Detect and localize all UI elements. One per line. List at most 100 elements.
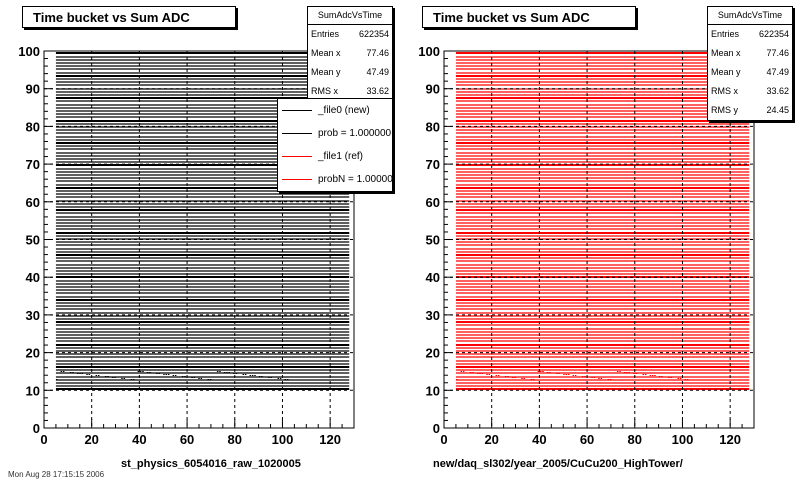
right-stats-row: Entries 622354: [708, 25, 792, 44]
left-fill-point: [163, 373, 165, 375]
left-fill-point: [193, 376, 196, 378]
left-fill-point: [258, 375, 261, 377]
left-fill-point: [156, 372, 158, 374]
right-fill-point: [486, 373, 488, 375]
left-y-tick-label: 50: [26, 233, 40, 248]
left-fill-point: [207, 378, 210, 380]
right-fill-point: [476, 372, 479, 374]
left-fill-point: [114, 376, 116, 378]
left-fill-point: [72, 371, 74, 373]
left-fill-point: [95, 374, 98, 376]
left-fill-point: [81, 372, 84, 374]
right-fill-point: [661, 375, 663, 377]
right-stats-value: 622354: [758, 29, 789, 39]
right-fill-point: [572, 374, 575, 376]
right-fill-point: [549, 371, 551, 373]
left-fill-point: [249, 374, 252, 376]
left-fill-point: [146, 371, 149, 373]
right-fill-point: [460, 370, 463, 372]
right-fill-point: [668, 376, 670, 378]
left-stats-value: 622354: [358, 29, 389, 39]
legend-entry: prob = 1.000000: [278, 122, 392, 145]
right-fill-point: [472, 371, 474, 373]
right-fill-point: [598, 377, 600, 379]
right-fill-point: [684, 378, 687, 380]
right-fill-point: [481, 372, 484, 374]
left-title-box: Time bucket vs Sum ADC: [22, 6, 236, 28]
right-stats-name: SumAdcVsTime: [708, 7, 792, 25]
right-fill-point: [658, 375, 661, 377]
left-fill-point: [149, 371, 151, 373]
left-fill-point: [261, 375, 263, 377]
left-fill-point: [228, 371, 231, 373]
right-stats-label: Mean x: [711, 48, 741, 58]
left-fill-point: [251, 374, 254, 376]
left-fill-point: [223, 371, 226, 373]
right-fill-point: [609, 378, 612, 380]
right-fill-point: [542, 370, 544, 372]
right-y-tick-label: 50: [426, 233, 440, 248]
right-stats-value: 77.46: [766, 48, 789, 58]
left-fill-point: [137, 370, 140, 372]
legend-entry: _file1 (ref): [278, 145, 392, 168]
left-fill-point: [55, 378, 58, 380]
right-fill-point: [558, 372, 561, 374]
left-fill-point: [142, 370, 144, 372]
right-y-tick-label: 40: [426, 270, 440, 285]
right-y-tick-label: 60: [426, 195, 440, 210]
right-fill-point: [523, 377, 526, 379]
right-y-tick-label: 10: [426, 383, 440, 398]
left-stats-box: SumAdcVsTime Entries 622354 Mean x 77.46…: [307, 6, 393, 102]
left-fill-point: [242, 373, 245, 375]
left-fill-point: [268, 376, 270, 378]
right-fill-point: [563, 373, 565, 375]
left-fill-point: [226, 371, 228, 373]
right-fill-point: [686, 378, 689, 380]
right-fill-point: [584, 375, 586, 377]
right-fill-point: [670, 376, 673, 378]
left-y-tick-label: 60: [26, 195, 40, 210]
left-y-tick-label: 90: [26, 82, 40, 97]
right-fill-point: [530, 378, 533, 380]
left-fill-point: [286, 378, 289, 380]
right-title-box: Time bucket vs Sum ADC: [422, 6, 636, 28]
left-stats-value: 33.62: [366, 86, 389, 96]
left-fill-point: [107, 375, 109, 377]
right-stats-label: Mean y: [711, 67, 741, 77]
right-y-tick-label: 100: [418, 44, 440, 59]
left-fill-point: [139, 370, 142, 372]
left-fill-point: [244, 373, 247, 375]
right-fill-point: [616, 370, 619, 372]
right-y-tick-label: 90: [426, 82, 440, 97]
left-stats-value: 77.46: [366, 48, 389, 58]
right-fill-point: [469, 371, 472, 373]
right-fill-point: [511, 376, 514, 378]
right-fill-point: [539, 370, 542, 372]
left-fill-point: [270, 376, 273, 378]
left-stats-row: RMS x 33.62: [308, 82, 392, 101]
timestamp-footer: Mon Aug 28 17:15:15 2006: [8, 470, 105, 479]
right-x-tick-label: 40: [532, 432, 546, 447]
left-y-tick-label: 40: [26, 270, 40, 285]
left-fill-point: [198, 377, 200, 379]
legend-entry: probN = 1.000000: [278, 168, 392, 191]
left-fill-point: [76, 372, 79, 374]
left-title: Time bucket vs Sum ADC: [33, 10, 190, 25]
left-x-tick-label: 80: [228, 432, 242, 447]
left-fill-point: [167, 373, 170, 375]
right-title: Time bucket vs Sum ADC: [433, 10, 590, 25]
right-x-tick-label: 100: [672, 432, 694, 447]
right-x-tick-label: 120: [719, 432, 741, 447]
right-fill-point: [619, 370, 621, 372]
right-x-tick-label: 80: [628, 432, 642, 447]
left-fill-point: [121, 377, 123, 379]
left-fill-point: [111, 376, 114, 378]
left-stats-label: RMS x: [311, 86, 338, 96]
left-fill-point: [104, 375, 107, 377]
left-fill-point: [284, 378, 287, 380]
right-fill-point: [581, 375, 584, 377]
left-fill-point: [60, 370, 63, 372]
legend-line-swatch: [282, 156, 312, 157]
left-stats-label: Mean y: [311, 67, 341, 77]
